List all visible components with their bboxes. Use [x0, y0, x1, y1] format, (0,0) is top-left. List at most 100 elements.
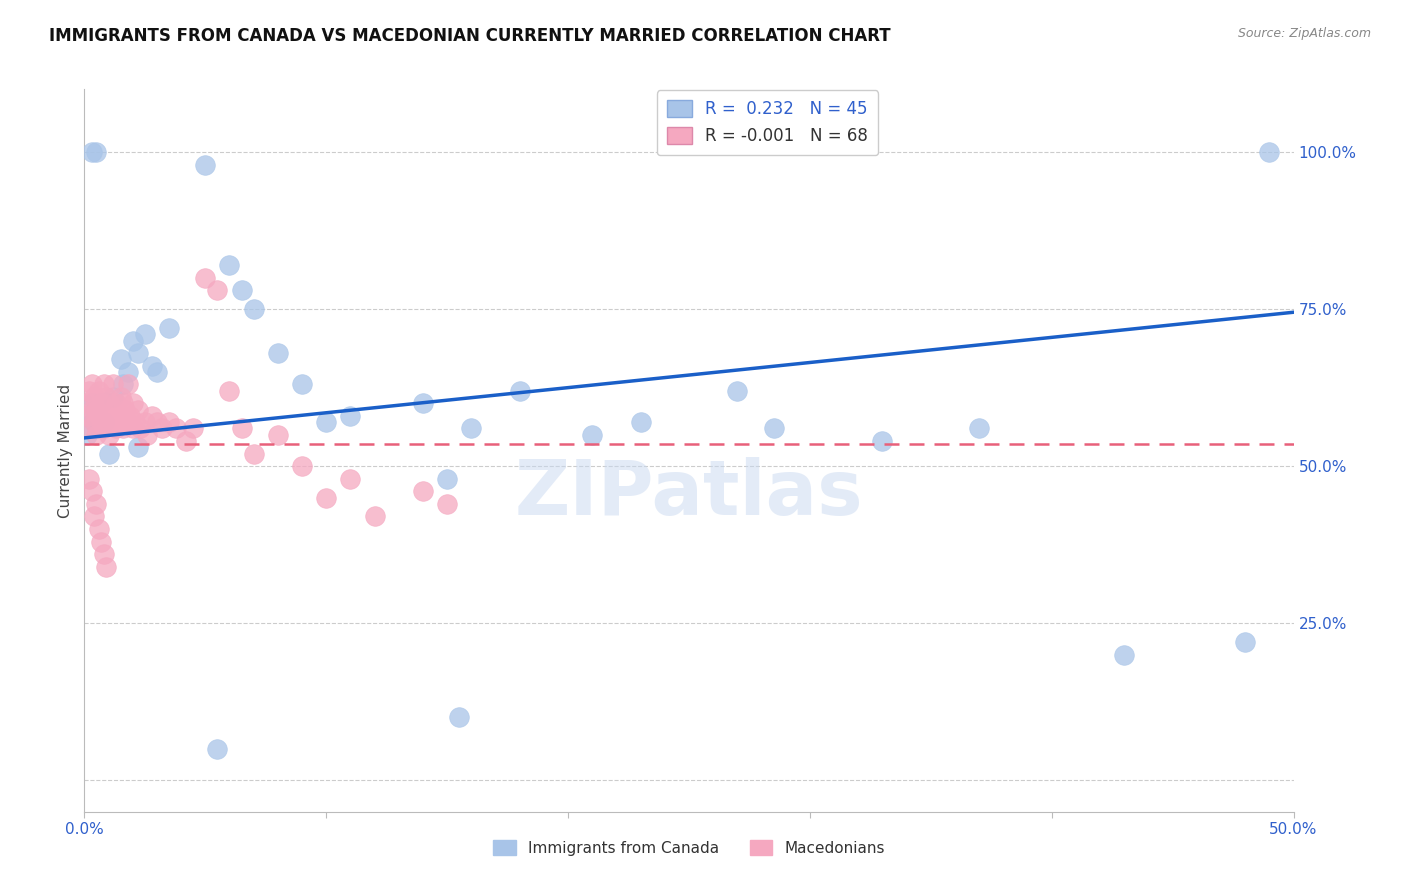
Point — [83, 415, 105, 429]
Point — [339, 409, 361, 423]
Point — [207, 742, 229, 756]
Point — [120, 409, 142, 423]
Point — [967, 421, 990, 435]
Point — [194, 158, 217, 172]
Legend: Immigrants from Canada, Macedonians: Immigrants from Canada, Macedonians — [486, 834, 891, 862]
Point — [112, 421, 135, 435]
Point — [80, 377, 103, 392]
Point — [315, 491, 337, 505]
Point — [103, 390, 125, 404]
Point — [83, 509, 105, 524]
Text: Source: ZipAtlas.com: Source: ZipAtlas.com — [1237, 27, 1371, 40]
Point — [267, 427, 290, 442]
Point — [150, 421, 173, 435]
Point — [762, 421, 785, 435]
Point — [267, 346, 290, 360]
Point — [117, 377, 139, 392]
Point — [315, 415, 337, 429]
Point — [103, 377, 125, 392]
Point — [77, 409, 100, 423]
Point — [242, 302, 264, 317]
Text: ZIPatlas: ZIPatlas — [515, 457, 863, 531]
Point — [93, 421, 115, 435]
Point — [86, 497, 108, 511]
Point — [100, 415, 122, 429]
Point — [725, 384, 748, 398]
Point — [141, 359, 163, 373]
Point — [872, 434, 894, 448]
Point — [104, 421, 127, 435]
Point — [87, 522, 110, 536]
Point — [117, 415, 139, 429]
Point — [146, 415, 169, 429]
Point — [218, 258, 240, 272]
Point — [86, 145, 108, 159]
Point — [194, 270, 217, 285]
Point — [146, 365, 169, 379]
Point — [127, 402, 149, 417]
Point — [291, 459, 314, 474]
Point — [136, 427, 159, 442]
Point — [181, 421, 204, 435]
Point — [363, 509, 385, 524]
Point — [141, 409, 163, 423]
Text: IMMIGRANTS FROM CANADA VS MACEDONIAN CURRENTLY MARRIED CORRELATION CHART: IMMIGRANTS FROM CANADA VS MACEDONIAN CUR… — [49, 27, 891, 45]
Point — [80, 145, 103, 159]
Point — [207, 283, 229, 297]
Point — [231, 283, 253, 297]
Point — [134, 415, 156, 429]
Point — [291, 377, 314, 392]
Point — [93, 415, 115, 429]
Point — [174, 434, 197, 448]
Point — [107, 409, 129, 423]
Point — [436, 472, 458, 486]
Point — [77, 384, 100, 398]
Point — [165, 421, 187, 435]
Point — [80, 396, 103, 410]
Point — [509, 384, 531, 398]
Point — [90, 415, 112, 429]
Point — [80, 484, 103, 499]
Point — [80, 402, 103, 417]
Point — [1114, 648, 1136, 662]
Point — [77, 421, 100, 435]
Point — [231, 421, 253, 435]
Point — [121, 421, 143, 435]
Point — [1234, 635, 1257, 649]
Point — [94, 409, 117, 423]
Point — [76, 396, 98, 410]
Point — [94, 559, 117, 574]
Point — [86, 402, 108, 417]
Point — [76, 427, 98, 442]
Point — [110, 415, 132, 429]
Point — [127, 346, 149, 360]
Point — [87, 421, 110, 435]
Point — [93, 377, 115, 392]
Point — [436, 497, 458, 511]
Point — [86, 402, 108, 417]
Point — [134, 327, 156, 342]
Point — [1258, 145, 1281, 159]
Point — [87, 384, 110, 398]
Point — [129, 421, 152, 435]
Point — [412, 396, 434, 410]
Point — [157, 321, 180, 335]
Point — [339, 472, 361, 486]
Point — [449, 710, 471, 724]
Point — [93, 547, 115, 561]
Point — [97, 427, 120, 442]
Point — [460, 421, 482, 435]
Point — [117, 365, 139, 379]
Point — [104, 396, 127, 410]
Point — [124, 415, 146, 429]
Point — [103, 402, 125, 417]
Point — [112, 377, 135, 392]
Point — [121, 334, 143, 348]
Point — [127, 440, 149, 454]
Point — [110, 352, 132, 367]
Y-axis label: Currently Married: Currently Married — [58, 384, 73, 517]
Point — [94, 390, 117, 404]
Point — [581, 427, 603, 442]
Point — [112, 396, 135, 410]
Point — [90, 396, 112, 410]
